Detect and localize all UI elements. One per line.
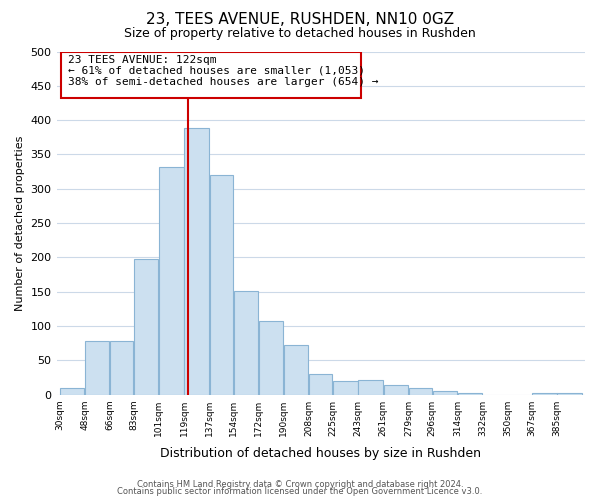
Bar: [134, 259, 158, 394]
Bar: [333, 381, 358, 394]
Bar: [557, 392, 582, 394]
Bar: [458, 392, 482, 394]
Bar: [383, 385, 408, 394]
Y-axis label: Number of detached properties: Number of detached properties: [15, 136, 25, 311]
Bar: [61, 52, 361, 98]
Bar: [284, 344, 308, 395]
Text: Contains public sector information licensed under the Open Government Licence v3: Contains public sector information licen…: [118, 488, 482, 496]
Bar: [110, 341, 133, 394]
Bar: [409, 388, 432, 394]
Text: 38% of semi-detached houses are larger (654) →: 38% of semi-detached houses are larger (…: [68, 77, 378, 87]
Text: 23, TEES AVENUE, RUSHDEN, NN10 0GZ: 23, TEES AVENUE, RUSHDEN, NN10 0GZ: [146, 12, 454, 28]
Text: Size of property relative to detached houses in Rushden: Size of property relative to detached ho…: [124, 28, 476, 40]
Text: Contains HM Land Registry data © Crown copyright and database right 2024.: Contains HM Land Registry data © Crown c…: [137, 480, 463, 489]
X-axis label: Distribution of detached houses by size in Rushden: Distribution of detached houses by size …: [160, 447, 481, 460]
Bar: [85, 341, 109, 394]
Bar: [233, 291, 258, 395]
Bar: [433, 391, 457, 394]
Bar: [184, 128, 209, 394]
Bar: [309, 374, 332, 394]
Bar: [60, 388, 84, 394]
Bar: [259, 320, 283, 394]
Text: 23 TEES AVENUE: 122sqm: 23 TEES AVENUE: 122sqm: [68, 55, 216, 65]
Bar: [358, 380, 383, 394]
Bar: [159, 167, 184, 394]
Bar: [209, 175, 233, 394]
Bar: [532, 392, 557, 394]
Text: ← 61% of detached houses are smaller (1,053): ← 61% of detached houses are smaller (1,…: [68, 66, 365, 76]
